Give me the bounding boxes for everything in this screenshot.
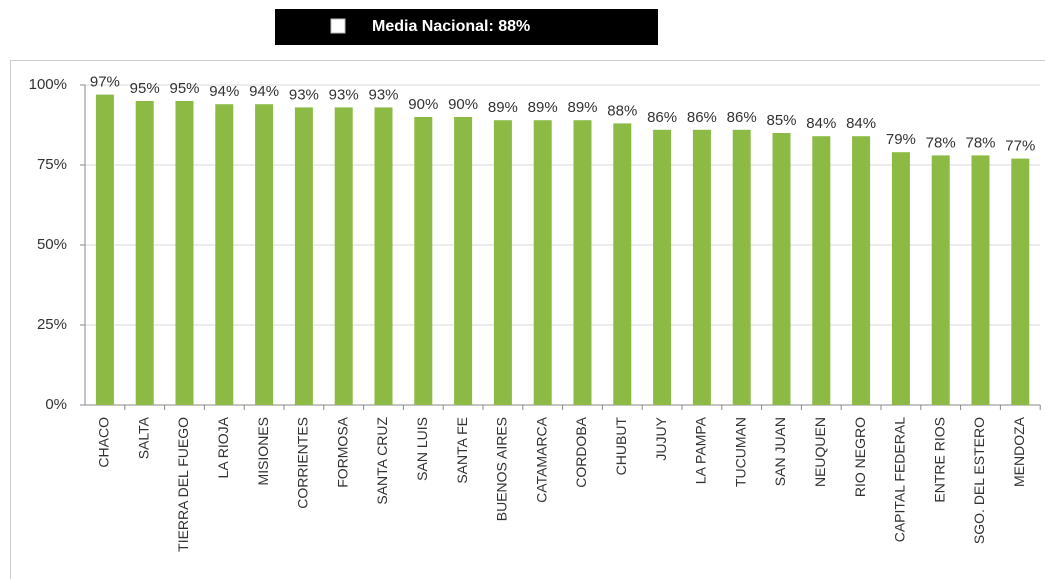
bar xyxy=(772,133,791,405)
value-label: 90% xyxy=(408,96,438,113)
bar xyxy=(493,120,512,405)
value-label: 89% xyxy=(528,99,558,116)
bar xyxy=(95,94,114,405)
value-label: 85% xyxy=(766,112,796,129)
x-tick-label: CHUBUT xyxy=(613,417,629,476)
value-label: 93% xyxy=(289,86,319,103)
x-tick-label: NEUQUEN xyxy=(812,417,828,487)
value-label: 97% xyxy=(90,74,120,91)
x-tick-label: CORDOBA xyxy=(573,416,589,487)
value-label: 93% xyxy=(329,86,359,103)
x-tick-label: SANTA FE xyxy=(454,417,470,484)
bar xyxy=(931,155,950,405)
y-tick-label: 0% xyxy=(45,396,67,413)
legend-swatch xyxy=(330,18,346,34)
x-tick-label: SALTA xyxy=(135,416,151,459)
x-tick-label: TIERRA DEL FUEGO xyxy=(175,417,191,552)
x-tick-label: MISIONES xyxy=(255,417,271,485)
bar xyxy=(971,155,990,405)
y-tick-label: 75% xyxy=(37,156,67,173)
bar xyxy=(135,101,154,405)
value-label: 94% xyxy=(249,83,279,100)
x-tick-label: CAPITAL FEDERAL xyxy=(892,417,908,542)
bar xyxy=(891,152,910,405)
bar xyxy=(732,129,751,406)
x-tick-label: MENDOZA xyxy=(1011,416,1027,487)
value-label: 84% xyxy=(846,115,876,132)
x-tick-label: SGO. DEL ESTERO xyxy=(971,417,987,544)
value-label: 95% xyxy=(130,80,160,97)
value-label: 78% xyxy=(965,134,995,151)
bar xyxy=(692,129,711,406)
bar xyxy=(215,104,234,405)
bar xyxy=(852,136,871,405)
bar xyxy=(653,129,672,406)
bar xyxy=(255,104,274,405)
x-tick-label: LA RIOJA xyxy=(215,416,231,478)
y-tick-label: 50% xyxy=(37,236,67,253)
x-tick-label: FORMOSA xyxy=(334,416,350,487)
value-label: 78% xyxy=(926,134,956,151)
bar xyxy=(454,117,473,405)
x-tick-label: SANTA CRUZ xyxy=(374,417,390,505)
bar xyxy=(533,120,552,405)
value-label: 89% xyxy=(488,99,518,116)
bar xyxy=(573,120,592,405)
bar xyxy=(334,107,353,406)
x-tick-label: CATAMARCA xyxy=(533,416,549,502)
value-label: 79% xyxy=(886,131,916,148)
value-label: 89% xyxy=(567,99,597,116)
value-label: 86% xyxy=(687,109,717,126)
x-tick-label: LA PAMPA xyxy=(693,416,709,484)
x-tick-label: ENTRE RIOS xyxy=(931,417,947,503)
bar xyxy=(294,107,313,406)
bar xyxy=(613,123,632,406)
x-tick-label: BUENOS AIRES xyxy=(494,417,510,521)
value-label: 86% xyxy=(727,109,757,126)
y-tick-label: 100% xyxy=(29,76,67,93)
x-tick-label: SAN JUAN xyxy=(772,417,788,486)
value-label: 86% xyxy=(647,109,677,126)
value-label: 88% xyxy=(607,102,637,119)
x-tick-label: JUJUY xyxy=(653,416,669,460)
bar xyxy=(414,117,433,405)
value-label: 84% xyxy=(806,115,836,132)
value-label: 93% xyxy=(368,86,398,103)
y-tick-label: 25% xyxy=(37,316,67,333)
x-tick-label: TUCUMAN xyxy=(732,417,748,487)
value-label: 77% xyxy=(1005,138,1035,155)
bar xyxy=(374,107,393,406)
value-label: 90% xyxy=(448,96,478,113)
bar xyxy=(1011,158,1030,405)
legend-text: Media Nacional: 88% xyxy=(372,18,530,35)
value-label: 94% xyxy=(209,83,239,100)
x-tick-label: CORRIENTES xyxy=(295,417,311,509)
x-tick-label: CHACO xyxy=(96,417,112,468)
bar xyxy=(812,136,831,405)
bar xyxy=(175,101,194,405)
value-label: 95% xyxy=(169,80,199,97)
x-tick-label: RIO NEGRO xyxy=(852,417,868,497)
x-tick-label: SAN LUIS xyxy=(414,417,430,481)
